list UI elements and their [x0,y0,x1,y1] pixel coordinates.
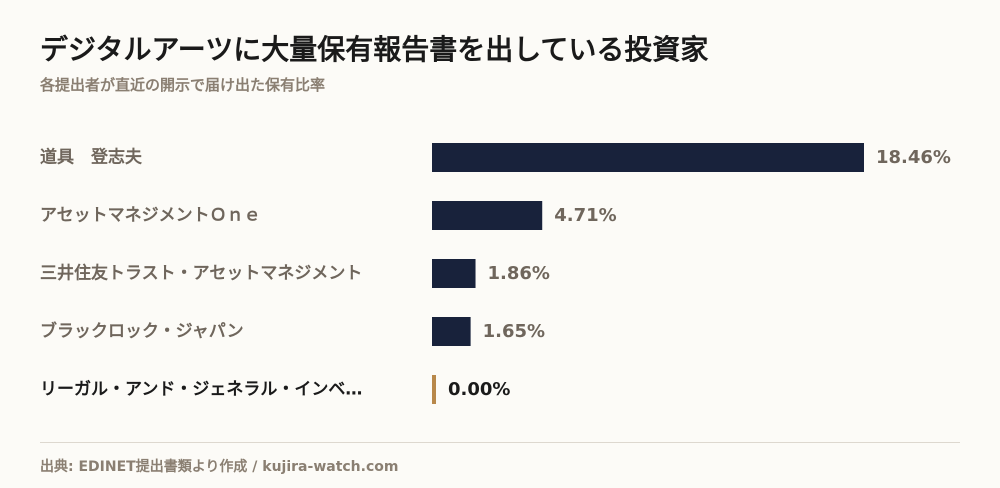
value-label: 18.46% [876,147,951,168]
bar [432,259,476,288]
bar [432,143,864,172]
chart-subtitle: 各提出者が直近の開示で届け出た保有比率 [40,76,326,94]
category-label: 道具 登志夫 [40,147,143,168]
footer-divider [40,442,960,443]
value-label: 4.71% [554,205,616,226]
bar [432,201,543,230]
value-label: 0.00% [448,379,510,400]
category-label: アセットマネジメントＯｎｅ [40,206,261,226]
chart-title: デジタルアーツに大量保有報告書を出している投資家 [40,33,709,66]
category-label: ブラックロック・ジャパン [40,321,244,342]
value-label: 1.65% [483,321,545,342]
value-label: 1.86% [488,263,550,284]
source-note: 出典: EDINET提出書類より作成 / kujira-watch.com [40,459,399,475]
bar [432,317,471,346]
bar [432,375,436,404]
category-label: リーガル・アンド・ジェネラル・インベ… [40,380,362,400]
bar-chart: 道具 登志夫 18.46% アセットマネジメントＯｎｅ 4.71% 三井住友トラスト・ア… [40,143,951,404]
category-label: 三井住友トラスト・アセットマネジメント [40,263,362,284]
